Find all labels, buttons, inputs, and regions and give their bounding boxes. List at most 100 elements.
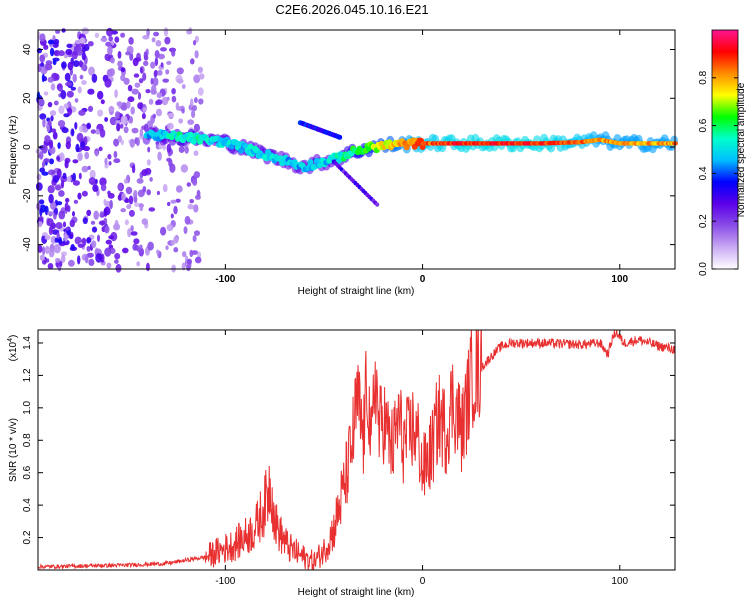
noise-blob: [50, 115, 54, 122]
noise-blob: [110, 57, 115, 64]
noise-blob: [104, 157, 108, 166]
noise-blob: [61, 61, 67, 69]
snr-y-scale: (x104): [7, 335, 19, 362]
noise-blob: [53, 100, 59, 106]
svg-text:(x104): (x104): [7, 335, 19, 362]
noise-blob: [167, 112, 175, 118]
noise-blob: [133, 73, 140, 78]
noise-blob: [133, 238, 140, 245]
noise-blob: [167, 122, 174, 130]
ridge-blob: [190, 138, 197, 145]
noise-blob: [141, 113, 146, 120]
noise-blob: [197, 87, 204, 96]
noise-blob: [132, 243, 138, 251]
noise-blob: [156, 92, 163, 99]
noise-blob: [93, 210, 99, 220]
spectrogram-blobs: [35, 27, 679, 273]
noise-blob: [150, 61, 156, 69]
noise-blob: [184, 215, 191, 225]
noise-blob: [72, 211, 75, 217]
noise-blob: [143, 51, 148, 60]
noise-blob: [184, 146, 189, 154]
noise-blob: [56, 232, 60, 239]
noise-blob: [120, 67, 126, 73]
noise-blob: [82, 217, 88, 225]
noise-blob: [53, 49, 61, 57]
snr-scale-exponent: 4: [7, 338, 14, 342]
noise-blob: [193, 150, 199, 156]
noise-blob: [83, 43, 90, 52]
chart-title: C2E6.2026.045.10.16.E21: [275, 2, 428, 17]
noise-blob: [40, 62, 45, 67]
noise-blob: [192, 179, 198, 186]
noise-blob: [137, 102, 143, 110]
noise-blob: [43, 158, 51, 163]
noise-blob: [48, 226, 54, 236]
noise-blob: [113, 150, 118, 159]
noise-blob: [44, 234, 51, 241]
noise-blob: [109, 199, 113, 210]
snr-xtick-label: 0: [420, 576, 426, 587]
noise-blob: [99, 211, 104, 218]
noise-blob: [88, 258, 95, 266]
noise-blob: [143, 123, 149, 133]
noise-blob: [145, 262, 150, 272]
noise-blob: [164, 36, 171, 45]
noise-blob: [175, 185, 183, 193]
noise-blob: [157, 53, 165, 60]
noise-blob: [138, 78, 144, 84]
noise-blob: [107, 45, 113, 56]
noise-blob: [70, 244, 75, 250]
noise-blob: [42, 161, 45, 168]
noise-blob: [108, 36, 113, 42]
noise-blob: [114, 111, 120, 120]
noise-blob: [94, 32, 100, 38]
noise-blob: [104, 53, 111, 61]
noise-blob: [77, 255, 81, 265]
noise-blob: [64, 72, 71, 82]
noise-blob: [125, 186, 133, 195]
noise-blob: [58, 210, 66, 220]
noise-blob: [171, 88, 176, 95]
noise-blob: [54, 184, 62, 191]
noise-blob: [117, 183, 123, 191]
noise-blob: [39, 113, 47, 120]
noise-blob: [155, 40, 162, 47]
noise-blob: [58, 152, 65, 162]
snr-ticks: -100 0 100 0.2 0.4 0.6 0.8 1.0 1.2 1.4: [22, 330, 675, 587]
noise-blob: [90, 129, 96, 134]
noise-blob: [186, 29, 193, 35]
noise-blob: [171, 48, 176, 57]
noise-blob: [180, 164, 189, 173]
noise-blob: [77, 243, 85, 248]
noise-blob: [116, 123, 121, 132]
noise-blob: [64, 160, 69, 169]
spec-ytick-label: -20: [22, 188, 33, 203]
noise-blob: [137, 92, 142, 100]
noise-blob: [55, 29, 61, 34]
noise-blob: [187, 119, 195, 125]
noise-blob: [107, 190, 111, 196]
noise-blob: [193, 123, 200, 133]
noise-blob: [88, 66, 95, 76]
noise-blob: [160, 47, 167, 52]
snr-frame: [37, 329, 676, 571]
colorbar-tick-label: 0.4: [698, 166, 709, 180]
noise-blob: [92, 184, 99, 192]
spectrogram-x-label: Height of straight line (km): [298, 286, 415, 297]
noise-blob: [87, 165, 91, 170]
colorbar-ticks: 0.0 0.2 0.4 0.6 0.8: [698, 70, 738, 276]
noise-blob: [170, 199, 177, 204]
noise-blob: [41, 144, 48, 154]
snr-ytick-label: 0.2: [22, 530, 33, 544]
noise-blob: [104, 247, 112, 257]
noise-blob: [88, 177, 96, 185]
noise-blob: [50, 83, 56, 91]
noise-blob: [72, 180, 80, 186]
noise-blob: [108, 235, 115, 240]
noise-blob: [142, 186, 147, 193]
noise-blob: [135, 137, 140, 147]
noise-blob: [41, 73, 45, 83]
noise-blob: [191, 109, 196, 119]
noise-blob: [58, 105, 65, 115]
